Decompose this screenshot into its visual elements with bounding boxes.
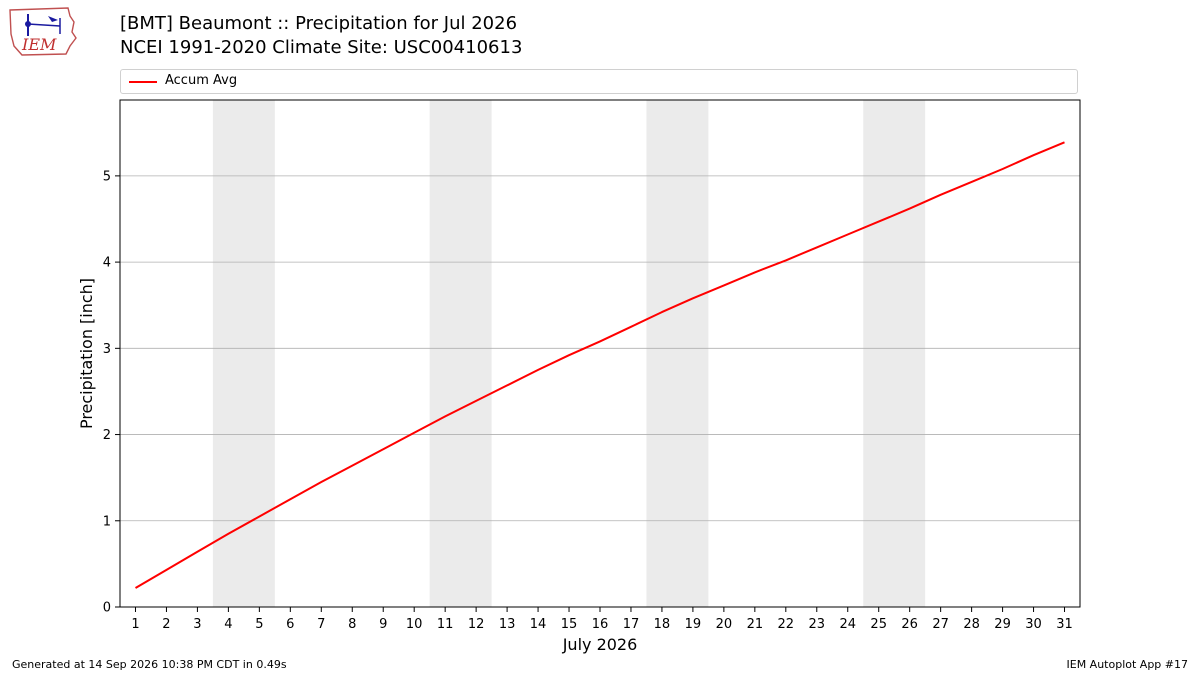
- data-point: [227, 533, 229, 535]
- data-point: [537, 369, 539, 371]
- x-tick-label: 27: [932, 617, 949, 632]
- y-axis-label: Precipitation [inch]: [77, 278, 96, 429]
- data-point: [568, 354, 570, 356]
- data-point: [196, 551, 198, 553]
- weekend-band: [863, 100, 926, 607]
- x-tick-label: 18: [654, 617, 671, 632]
- x-tick-label: 22: [778, 617, 795, 632]
- data-point: [1063, 141, 1065, 143]
- x-tick-label: 12: [468, 617, 485, 632]
- x-tick-label: 20: [716, 617, 733, 632]
- x-tick-label: 26: [901, 617, 918, 632]
- y-tick-label: 3: [103, 342, 111, 357]
- data-point: [816, 246, 818, 248]
- chart-subtitle: NCEI 1991-2020 Climate Site: USC00410613: [120, 37, 523, 58]
- data-point: [475, 400, 477, 402]
- x-tick-label: 6: [286, 617, 294, 632]
- data-point: [970, 181, 972, 183]
- x-tick-label: 17: [623, 617, 640, 632]
- x-axis-label: July 2026: [562, 635, 638, 654]
- x-tick-label: 19: [685, 617, 702, 632]
- data-point: [661, 311, 663, 313]
- data-point: [939, 194, 941, 196]
- y-tick-label: 5: [103, 169, 111, 184]
- x-tick-label: 15: [561, 617, 578, 632]
- data-point: [1032, 154, 1034, 156]
- y-tick-label: 2: [103, 428, 111, 443]
- series-line-accum-avg: [134, 141, 1065, 589]
- iem-logo: IEM: [8, 6, 80, 58]
- x-tick-label: 23: [809, 617, 826, 632]
- data-point: [351, 464, 353, 466]
- x-tick-label: 4: [224, 617, 232, 632]
- x-tick-label: 30: [1025, 617, 1042, 632]
- legend-swatch: [129, 81, 157, 83]
- y-tick-label: 0: [103, 601, 111, 616]
- x-tick-label: 7: [317, 617, 325, 632]
- x-tick-label: 31: [1056, 617, 1073, 632]
- legend: Accum Avg: [120, 69, 1078, 94]
- x-tick-label: 28: [963, 617, 980, 632]
- x-tick-label: 11: [437, 617, 454, 632]
- x-tick-label: 8: [348, 617, 356, 632]
- data-point: [599, 340, 601, 342]
- data-point: [847, 233, 849, 235]
- chart-title: [BMT] Beaumont :: Precipitation for Jul …: [120, 13, 518, 34]
- data-point: [754, 271, 756, 273]
- y-tick-label: 1: [103, 514, 111, 529]
- x-tick-label: 9: [379, 617, 387, 632]
- data-point: [258, 515, 260, 517]
- data-point: [444, 415, 446, 417]
- x-tick-label: 5: [255, 617, 263, 632]
- data-point: [320, 481, 322, 483]
- generated-timestamp: Generated at 14 Sep 2026 10:38 PM CDT in…: [12, 658, 287, 671]
- weekend-band: [429, 100, 492, 607]
- x-tick-label: 13: [499, 617, 516, 632]
- y-tick-label: 4: [103, 256, 111, 271]
- x-tick-label: 25: [870, 617, 887, 632]
- data-point: [630, 326, 632, 328]
- x-tick-label: 21: [747, 617, 764, 632]
- weekend-band: [646, 100, 709, 607]
- data-point: [165, 569, 167, 571]
- data-point: [908, 207, 910, 209]
- plot-frame: [119, 99, 1081, 608]
- data-point: [382, 448, 384, 450]
- app-credit: IEM Autoplot App #17: [1066, 658, 1189, 671]
- x-tick-label: 29: [994, 617, 1011, 632]
- data-point: [692, 297, 694, 299]
- x-tick-label: 3: [193, 617, 201, 632]
- data-point: [785, 259, 787, 261]
- x-tick-label: 16: [592, 617, 609, 632]
- data-point: [1001, 168, 1003, 170]
- x-tick-label: 2: [162, 617, 170, 632]
- data-point: [413, 432, 415, 434]
- data-point: [878, 220, 880, 222]
- legend-label: Accum Avg: [165, 73, 238, 88]
- x-tick-label: 14: [530, 617, 547, 632]
- data-point: [506, 384, 508, 386]
- x-tick-label: 10: [406, 617, 423, 632]
- weekend-band: [212, 100, 275, 607]
- svg-text:IEM: IEM: [21, 35, 57, 54]
- data-point: [723, 284, 725, 286]
- data-point: [134, 587, 136, 589]
- x-tick-label: 24: [839, 617, 856, 632]
- data-point: [289, 498, 291, 500]
- x-tick-label: 1: [131, 617, 139, 632]
